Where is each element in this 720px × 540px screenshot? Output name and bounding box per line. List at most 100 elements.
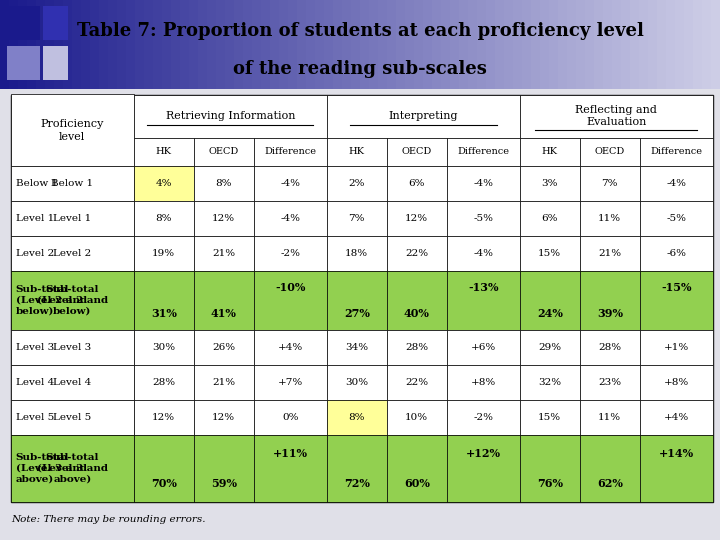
Bar (144, 0, 153, 89)
Bar (387, 236, 447, 271)
Bar (447, 271, 520, 330)
Bar (594, 0, 603, 89)
Bar (387, 365, 447, 400)
Bar (327, 271, 387, 330)
Text: Table 7: Proportion of students at each proficiency level: Table 7: Proportion of students at each … (76, 22, 644, 40)
Bar (405, 0, 414, 89)
Bar (693, 0, 702, 89)
Bar (580, 271, 640, 330)
Bar (520, 201, 580, 236)
Bar (468, 0, 477, 89)
Bar (261, 0, 270, 89)
Bar (675, 0, 684, 89)
Bar (580, 138, 640, 166)
Text: -4%: -4% (473, 179, 493, 188)
Bar (580, 400, 640, 435)
Text: +7%: +7% (278, 378, 303, 387)
Text: Sub-total
(Level 2 and
below): Sub-total (Level 2 and below) (37, 285, 108, 316)
Bar (702, 0, 711, 89)
Bar (640, 166, 713, 201)
Bar (11, 201, 134, 236)
Bar (216, 0, 225, 89)
Bar (549, 0, 558, 89)
Text: Sub-total
(Level 2 and
below): Sub-total (Level 2 and below) (16, 285, 87, 316)
Text: 39%: 39% (597, 308, 623, 319)
Bar (520, 236, 580, 271)
Bar (447, 400, 520, 435)
Text: 15%: 15% (539, 413, 562, 422)
Bar (162, 0, 171, 89)
Text: 7%: 7% (348, 214, 365, 223)
Text: -15%: -15% (661, 282, 691, 293)
Bar (171, 0, 180, 89)
Bar (108, 0, 117, 89)
Bar (640, 271, 713, 330)
Bar (327, 166, 387, 201)
Bar (11, 236, 134, 271)
Text: 21%: 21% (598, 249, 621, 258)
Text: 28%: 28% (152, 378, 176, 387)
Bar (603, 0, 612, 89)
Bar (447, 166, 520, 201)
Bar (648, 0, 657, 89)
Bar (423, 0, 432, 89)
Text: OECD: OECD (402, 147, 432, 157)
Bar (90, 0, 99, 89)
Text: +8%: +8% (471, 378, 496, 387)
Bar (378, 0, 387, 89)
Bar (11, 94, 134, 166)
Bar (253, 330, 327, 365)
Bar (253, 166, 327, 201)
Bar (11, 435, 134, 502)
Bar (640, 435, 713, 502)
Bar (194, 365, 253, 400)
Bar (134, 435, 194, 502)
Bar (11, 365, 134, 400)
Bar (522, 0, 531, 89)
Bar (253, 271, 327, 330)
Bar (387, 0, 396, 89)
Bar (414, 0, 423, 89)
Text: 32%: 32% (539, 378, 562, 387)
Bar (306, 0, 315, 89)
Bar (640, 236, 713, 271)
Text: 31%: 31% (151, 308, 176, 319)
Bar (576, 0, 585, 89)
Bar (134, 138, 194, 166)
Text: 12%: 12% (212, 413, 235, 422)
Text: 40%: 40% (404, 308, 430, 319)
Bar (327, 236, 387, 271)
Bar (243, 0, 252, 89)
Bar (279, 0, 288, 89)
Bar (520, 166, 580, 201)
Bar (11, 236, 134, 271)
Text: Level 4: Level 4 (16, 378, 54, 387)
Text: 10%: 10% (405, 413, 428, 422)
Bar (513, 0, 522, 89)
Text: 72%: 72% (344, 478, 370, 489)
Bar (396, 0, 405, 89)
Text: 0%: 0% (282, 413, 299, 422)
Text: OECD: OECD (209, 147, 239, 157)
Bar (684, 0, 693, 89)
Bar (447, 236, 520, 271)
Bar (99, 0, 108, 89)
Bar (9, 0, 18, 89)
Text: Below 1: Below 1 (16, 179, 58, 188)
Bar (387, 138, 447, 166)
Text: 60%: 60% (404, 478, 430, 489)
Bar (495, 0, 504, 89)
Bar (43, 6, 68, 40)
Text: Level 3: Level 3 (16, 343, 54, 352)
Text: Reflecting and
Evaluation: Reflecting and Evaluation (575, 105, 657, 127)
Text: +6%: +6% (471, 343, 496, 352)
Text: 70%: 70% (151, 478, 176, 489)
Bar (580, 236, 640, 271)
Bar (447, 330, 520, 365)
Text: of the reading sub-scales: of the reading sub-scales (233, 60, 487, 78)
Text: -13%: -13% (468, 282, 498, 293)
Bar (580, 166, 640, 201)
Text: 27%: 27% (344, 308, 370, 319)
Bar (36, 0, 45, 89)
Bar (207, 0, 216, 89)
